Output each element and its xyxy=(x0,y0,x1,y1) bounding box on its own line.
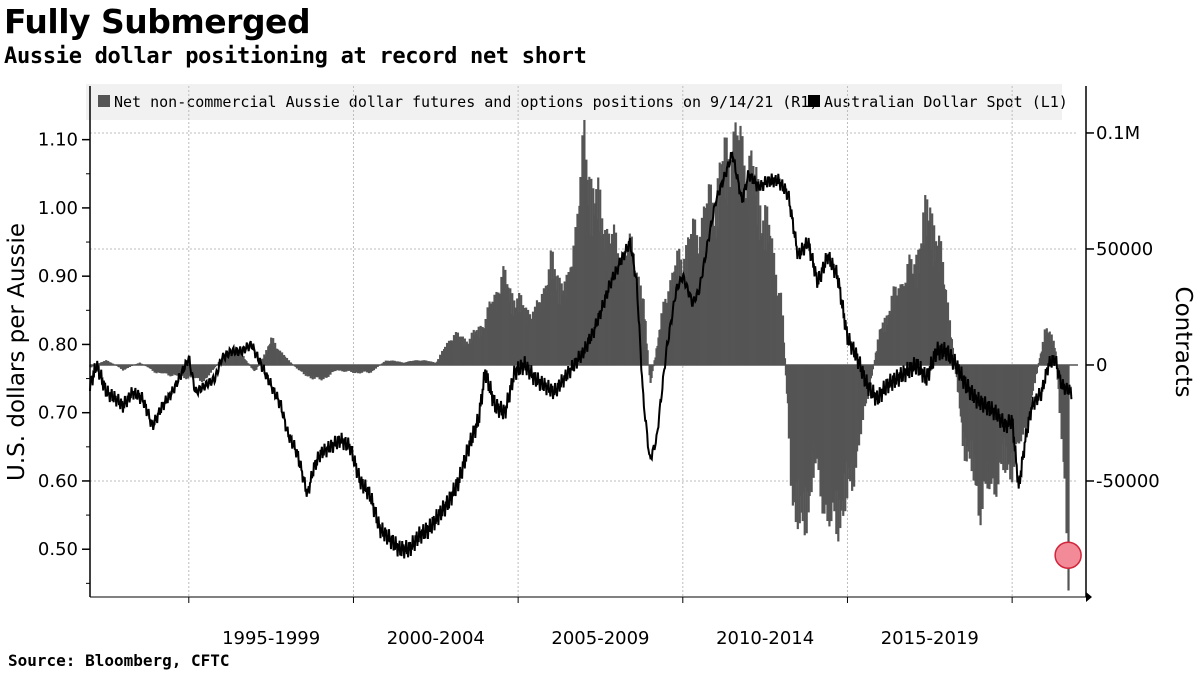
right-axis-arrow xyxy=(1086,592,1092,602)
legend-label-spot: Australian Dollar Spot (L1) xyxy=(824,93,1068,111)
legend: Net non-commercial Aussie dollar futures… xyxy=(86,84,1068,120)
position-bar xyxy=(1035,364,1039,374)
right-tick-label: 0.1M xyxy=(1096,123,1140,144)
record-short-marker xyxy=(1054,541,1082,569)
legend-label-positions: Net non-commercial Aussie dollar futures… xyxy=(114,93,818,111)
position-bar xyxy=(644,321,647,365)
tick-labels: 0.50 0.60 0.70 0.80 0.90 1.00 1.10 -50000 0 50000… xyxy=(38,123,1160,649)
chart-title: Fully Submerged xyxy=(4,2,311,41)
spot-line xyxy=(89,151,1073,559)
positions-bars xyxy=(89,119,1070,591)
position-bar xyxy=(289,362,293,365)
position-bar xyxy=(651,364,654,372)
legend-swatch-positions xyxy=(98,95,110,107)
spot-series-line xyxy=(89,151,1073,559)
position-bar xyxy=(646,350,649,365)
x-category-label: 2015-2019 xyxy=(881,628,979,649)
annotations xyxy=(1054,541,1082,569)
left-axis-label: U.S. dollars per Aussie xyxy=(4,223,30,481)
right-tick-label: 50000 xyxy=(1096,239,1153,260)
position-bar xyxy=(783,358,787,365)
axes xyxy=(82,86,1094,603)
legend-swatch-spot xyxy=(808,95,820,107)
left-tick-label: 0.90 xyxy=(38,266,78,287)
position-bar xyxy=(870,364,874,376)
left-tick-label: 0.70 xyxy=(38,403,78,424)
right-tick-label: 0 xyxy=(1096,355,1107,376)
position-bar xyxy=(1067,364,1070,591)
position-bar xyxy=(782,342,786,365)
chart-subtitle: Aussie dollar positioning at record net … xyxy=(4,44,587,69)
position-bar xyxy=(376,364,380,367)
position-bar xyxy=(1036,364,1039,368)
legend-background xyxy=(86,84,1062,120)
left-tick-label: 0.60 xyxy=(38,471,78,492)
position-bar xyxy=(255,364,258,370)
left-tick-label: 0.50 xyxy=(38,539,78,560)
x-category-label: 2005-2009 xyxy=(551,628,649,649)
left-tick-label: 0.80 xyxy=(38,334,78,355)
position-bar xyxy=(871,364,874,370)
position-bar xyxy=(650,364,653,379)
right-tick-label: -50000 xyxy=(1096,471,1160,492)
right-axis-label: Contracts xyxy=(1170,287,1196,398)
left-tick-label: 1.00 xyxy=(38,198,78,219)
position-bar xyxy=(781,315,785,365)
left-tick-label: 1.10 xyxy=(38,130,78,151)
source-note: Source: Bloomberg, CFTC xyxy=(8,651,230,670)
x-category-label: 2010-2014 xyxy=(716,628,814,649)
x-category-label: 2000-2004 xyxy=(387,628,485,649)
x-category-label: 1995-1999 xyxy=(222,628,320,649)
